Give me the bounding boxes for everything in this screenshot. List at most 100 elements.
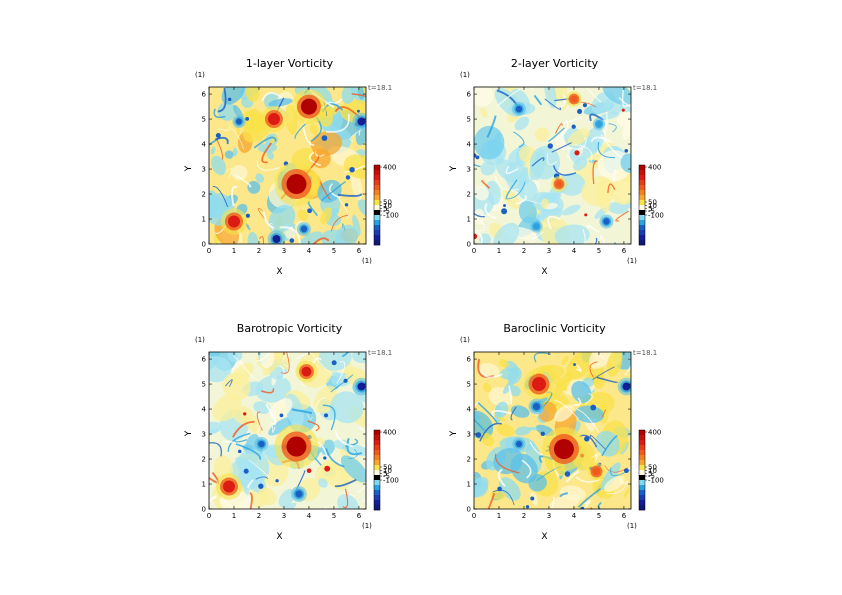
colorbar-tick-label: 400 [648, 429, 661, 437]
field-filament [209, 495, 217, 504]
field-filament [474, 401, 480, 408]
field-filament [334, 429, 354, 448]
field-blob [474, 476, 489, 499]
vortex-core [227, 215, 240, 228]
small-vortex [243, 412, 247, 416]
colorbar-segment [374, 180, 380, 186]
colorbar-segment [639, 450, 645, 456]
x-tick-label: 1 [232, 512, 236, 520]
colorbar-segment [374, 220, 380, 226]
field-filament [348, 448, 358, 459]
field-filament [551, 142, 572, 153]
field-filament [342, 488, 349, 509]
colorbar-tick-label: 10 [648, 467, 657, 475]
colorbar-segment [639, 235, 645, 241]
vortex-core [555, 180, 563, 188]
field-blob [518, 167, 529, 184]
small-vortex [571, 124, 576, 129]
field-filament [271, 425, 276, 433]
field-filament [217, 126, 231, 131]
field-blob [623, 488, 630, 498]
field-filament [302, 126, 315, 146]
field-blob [607, 201, 629, 215]
field-filament [325, 448, 345, 468]
field-filament [362, 498, 366, 502]
colorbar-segment [374, 170, 380, 176]
field-filament [594, 237, 598, 244]
colorbar-segment [639, 225, 645, 231]
colorbar-segment [639, 205, 645, 211]
y-tick-label: 1 [202, 216, 206, 224]
small-vortex [580, 506, 585, 509]
x-tick-label: 4 [572, 512, 577, 520]
field-filament [322, 404, 336, 431]
colorbar-segment [374, 480, 380, 486]
field-filament [257, 208, 265, 219]
x-axis-unit: (1) [627, 257, 637, 265]
field-filament [615, 210, 629, 222]
chart-title: Baroclinic Vorticity [503, 322, 606, 335]
field-blob [571, 380, 592, 404]
y-tick-label: 4 [467, 406, 472, 414]
field-filament [233, 355, 255, 379]
y-tick-label: 3 [467, 166, 471, 174]
y-axis-label: Y [184, 165, 194, 172]
field-filament [346, 437, 363, 456]
small-vortex [503, 204, 506, 207]
small-vortex [624, 148, 629, 153]
field-blob [210, 146, 216, 155]
small-vortex [574, 150, 580, 156]
colorbar-segment [639, 505, 645, 511]
colorbar-tick-label: 50 [648, 464, 657, 472]
x-tick-label: 2 [522, 247, 526, 255]
colorbar-tick-label: 50 [383, 199, 392, 207]
field-filament [508, 385, 513, 406]
colorbar-tick-label: 400 [383, 429, 396, 437]
field-filament [484, 203, 497, 220]
field-blob [278, 488, 295, 508]
field-blob [268, 204, 296, 234]
small-vortex [323, 456, 327, 460]
field-blob [620, 153, 631, 173]
field-blob [595, 430, 620, 457]
field-filament [554, 123, 563, 134]
y-tick-label: 0 [467, 241, 471, 249]
field-filament [583, 499, 591, 509]
colorbar-segment [374, 195, 380, 201]
field-filament [325, 113, 350, 133]
time-label: t=18.1 [368, 84, 392, 92]
colorbar-segment [374, 450, 380, 456]
colorbar-tick-label: 400 [383, 164, 396, 172]
y-tick-label: 0 [467, 506, 471, 514]
field-filament [313, 397, 326, 412]
field-filament [595, 352, 606, 360]
vortex-core [532, 402, 541, 411]
field-filament [597, 141, 616, 159]
vortex-core [235, 118, 242, 125]
colorbar-segment [639, 175, 645, 181]
small-vortex [331, 360, 337, 366]
field-filament [330, 374, 354, 393]
field-filament [481, 180, 491, 189]
colorbar-segment [639, 500, 645, 506]
field-blob [474, 185, 489, 201]
field-filament [235, 443, 262, 460]
colorbar-segment [374, 205, 380, 211]
field-filament [209, 442, 222, 457]
y-tick-label: 6 [202, 91, 207, 99]
y-tick-label: 6 [467, 91, 472, 99]
field-filament [269, 223, 274, 232]
field-filament [234, 439, 248, 443]
field-blob [237, 449, 270, 484]
small-vortex [590, 404, 597, 411]
field-blob [221, 87, 246, 105]
colorbar-tick-label: -100 [383, 212, 399, 220]
colorbar-segment [639, 430, 645, 436]
field-filament [547, 127, 565, 143]
colorbar-tick-label: -100 [383, 477, 399, 485]
colorbar-segment [374, 190, 380, 196]
colorbar-segment [639, 165, 645, 171]
small-vortex [345, 175, 351, 180]
field-blob [217, 102, 237, 121]
field-filament [324, 506, 328, 509]
